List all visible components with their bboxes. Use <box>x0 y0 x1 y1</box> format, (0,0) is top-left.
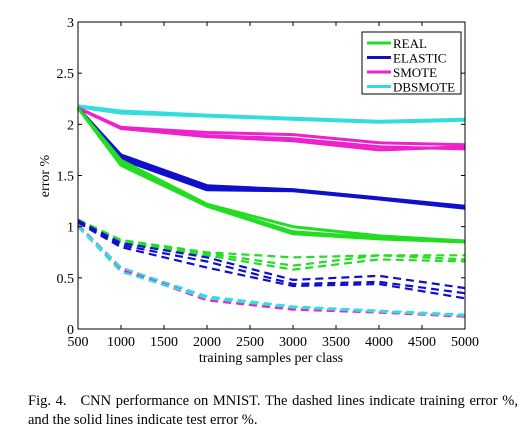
x-axis-label: training samples per class <box>199 351 343 366</box>
x-tick-label: 2500 <box>236 335 264 350</box>
y-tick-label: 1 <box>67 221 74 236</box>
series-solid-4 <box>77 106 466 152</box>
figure-caption: Fig. 4. CNN performance on MNIST. The das… <box>28 392 518 430</box>
x-tick-label: 500 <box>68 335 89 350</box>
y-tick-label: 2 <box>67 118 74 133</box>
x-tick-label: 5000 <box>451 335 479 350</box>
x-tick-label: 4500 <box>408 335 436 350</box>
tick-layer: 500 1000 1500 2000 2500 3000 3500 4000 4500 5000 0… <box>57 16 480 350</box>
legend-label-elastic: ELASTIC <box>393 51 446 66</box>
caption-label: Fig. 4. <box>28 393 67 409</box>
series-dashed-12 <box>77 220 466 267</box>
series-dashed-20 <box>77 225 466 317</box>
series-solid-10 <box>76 107 466 244</box>
x-tick-label: 2000 <box>193 335 221 350</box>
series-layer <box>76 104 466 318</box>
y-axis-label: error % <box>38 154 53 197</box>
legend-label-real: REAL <box>393 36 427 51</box>
caption-text: CNN performance on MNIST. The dashed lin… <box>28 393 518 428</box>
legend-label-dbsmote: DBSMOTE <box>393 80 455 95</box>
series-dashed-15 <box>77 220 466 295</box>
y-tick-label: 0 <box>67 323 74 338</box>
x-tick-label: 4000 <box>365 335 393 350</box>
y-tick-label: 3 <box>67 16 74 31</box>
x-tick-label: 1000 <box>107 335 135 350</box>
series-dashed-16 <box>77 221 466 300</box>
series-dashed-14 <box>77 219 466 290</box>
series-solid-1 <box>77 105 466 124</box>
y-tick-label: 2.5 <box>57 67 75 82</box>
y-tick-label: 1.5 <box>57 170 75 185</box>
y-tick-label: 0.5 <box>57 272 75 287</box>
series-dashed-11 <box>77 218 465 259</box>
x-tick-label: 1500 <box>150 335 178 350</box>
legend-label-smote: SMOTE <box>393 65 437 80</box>
line-chart: 500 1000 1500 2000 2500 3000 3500 4000 4500 5000 0… <box>38 16 480 366</box>
series-solid-8 <box>76 107 466 243</box>
x-tick-label: 3500 <box>322 335 350 350</box>
x-tick-label: 3000 <box>279 335 307 350</box>
